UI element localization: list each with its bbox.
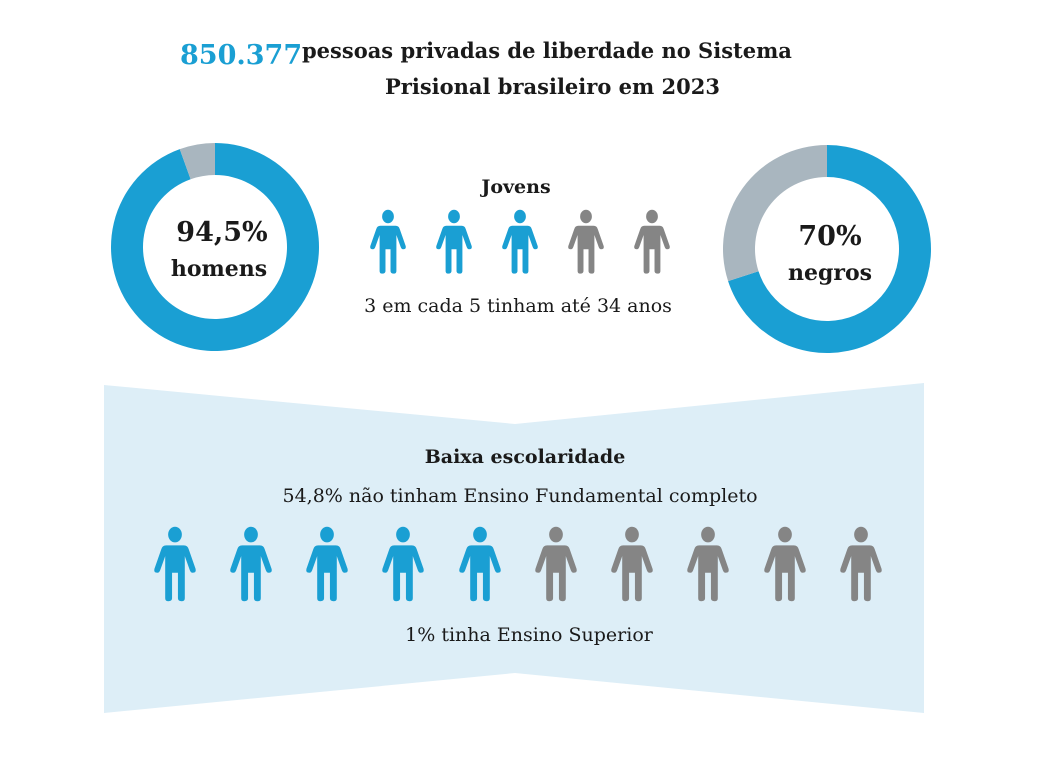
- youth-person-icon: [436, 209, 472, 274]
- education-title: Baixa escolaridade: [424, 446, 626, 468]
- donut-men-value: 94,5%: [176, 217, 268, 248]
- donut-1-slice-1: [723, 145, 827, 282]
- title-line-2: Prisional brasileiro em 2023: [385, 74, 720, 99]
- donut-men-label: homens: [170, 256, 268, 282]
- education-caption-bottom: 1% tinha Ensino Superior: [405, 624, 653, 646]
- youth-person-icon: [502, 209, 538, 274]
- youth-person-icon: [370, 209, 406, 274]
- title-line-1: pessoas privadas de liberdade no Sistema: [302, 38, 792, 63]
- donut-1-slice-0: [728, 145, 931, 353]
- donut-black-value: 70%: [798, 221, 862, 252]
- youth-person-icon: [634, 209, 670, 274]
- title-number: 850.377: [180, 40, 303, 71]
- donut-black-label: negros: [787, 260, 873, 286]
- education-caption-top: 54,8% não tinham Ensino Fundamental comp…: [282, 485, 758, 507]
- donut-0-slice-1: [179, 143, 215, 180]
- youth-person-icon: [568, 209, 604, 274]
- education-panel: [104, 383, 924, 713]
- youth-title: Jovens: [481, 176, 551, 198]
- youth-caption: 3 em cada 5 tinham até 34 anos: [364, 295, 672, 317]
- donut-0-slice-0: [111, 143, 319, 351]
